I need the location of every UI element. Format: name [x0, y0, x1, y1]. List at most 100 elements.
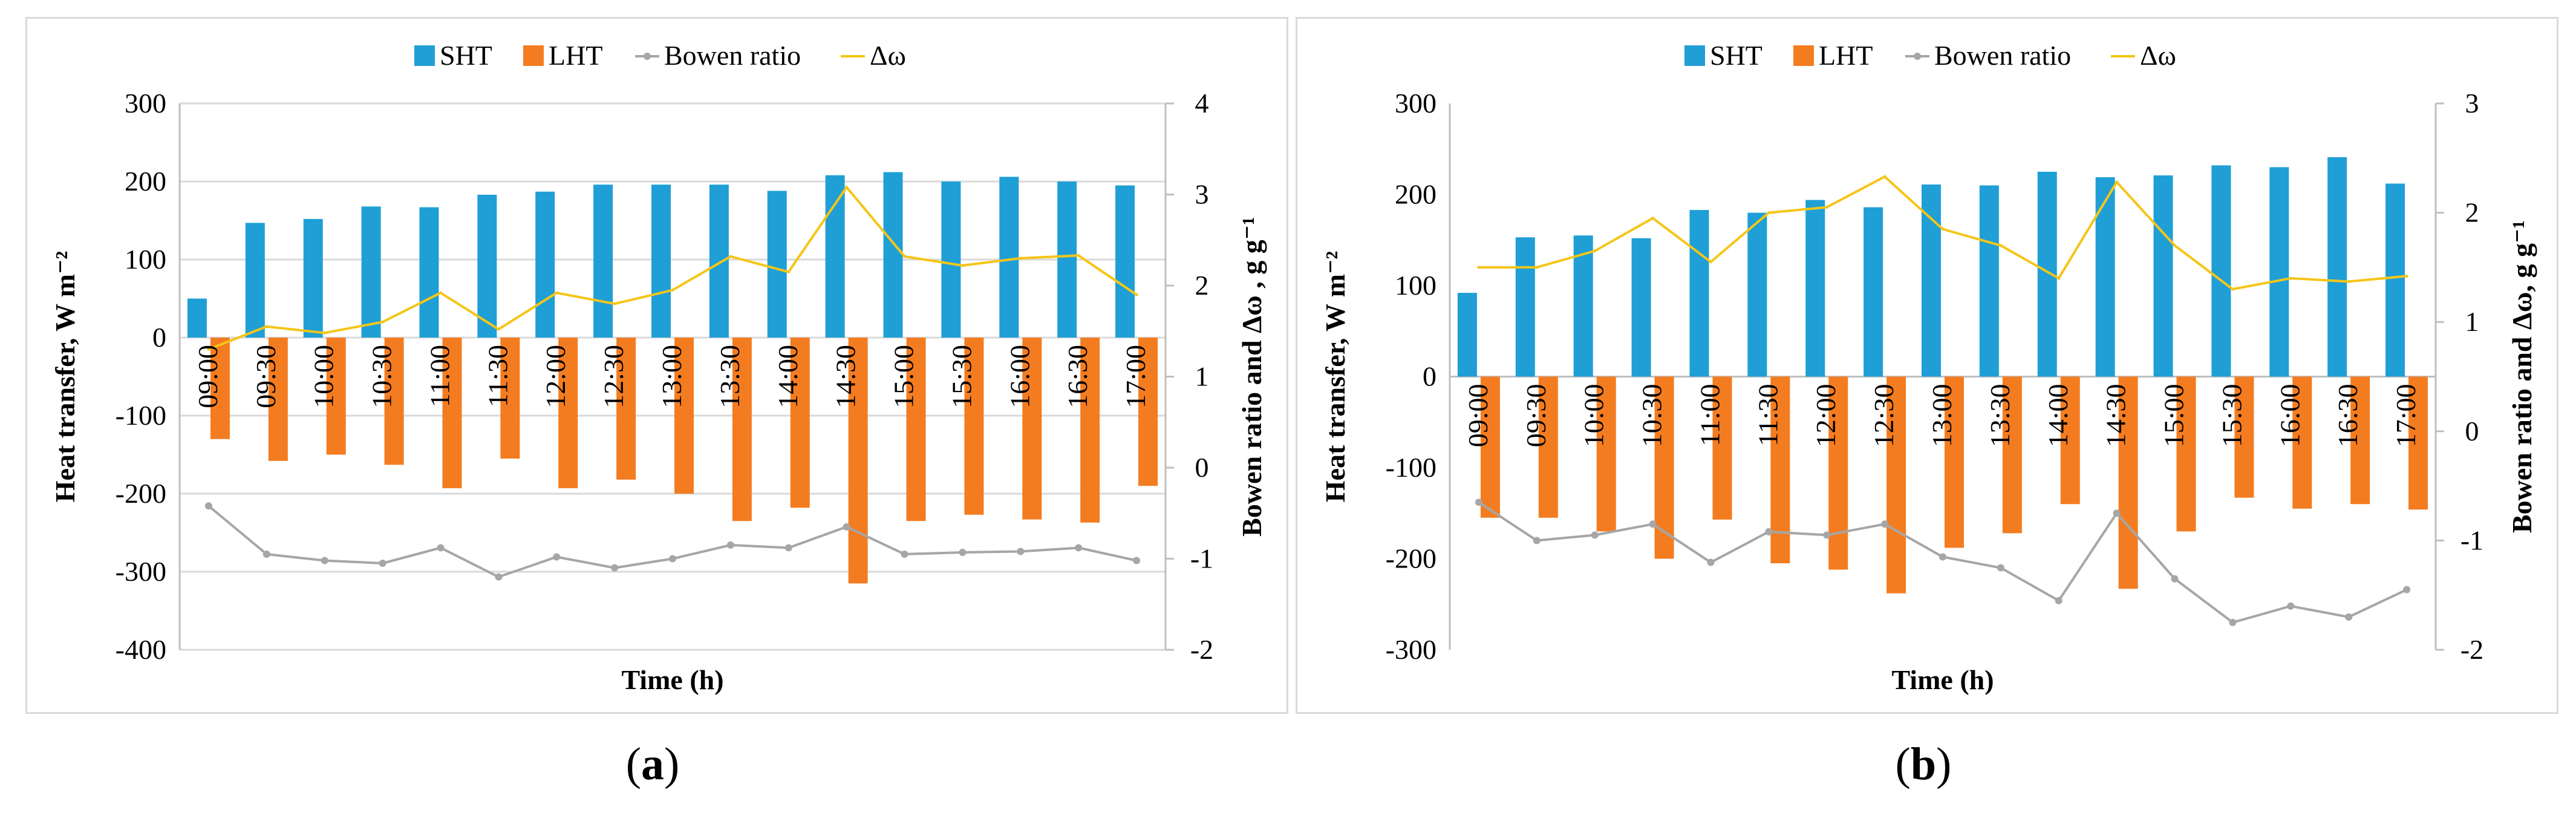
bowen-ratio-point: [1017, 548, 1025, 555]
delta-omega-point: [497, 327, 500, 331]
bowen-ratio-point: [2171, 575, 2179, 583]
sht-bar: [477, 194, 497, 338]
sht-bar: [2269, 167, 2289, 377]
lht-bar: [2292, 376, 2312, 509]
bowen-ratio-line: [207, 505, 1137, 578]
y2-tick-label: -2: [2460, 634, 2483, 665]
lht-bar: [1138, 338, 1158, 486]
x-axis-title: Time (h): [621, 664, 723, 695]
lht-bar: [442, 338, 462, 488]
lht-bar: [1828, 376, 1848, 570]
bowen-ratio-point: [901, 550, 908, 558]
lht-bar: [790, 338, 810, 508]
lht-bar: [1480, 376, 1500, 518]
x-tick-label: 14:00: [2043, 384, 2073, 448]
sht-bar: [2153, 175, 2173, 377]
bowen-ratio-point: [1591, 531, 1599, 539]
sht-bar: [825, 175, 845, 338]
x-tick-label: 12:00: [540, 345, 571, 408]
x-tick-label: 10:00: [308, 345, 339, 408]
y2-tick-label: 2: [1195, 270, 1209, 301]
sht-bar: [245, 223, 265, 338]
legend-lht-label: LHT: [549, 40, 602, 71]
x-tick-label: 10:30: [367, 345, 397, 408]
lht-bar: [1945, 376, 1964, 548]
y2-tick-label: -2: [1190, 634, 1213, 665]
y-tick-label: 0: [1423, 361, 1436, 392]
legend-bowen-marker: [1914, 53, 1921, 60]
legend-sht-label: SHT: [1710, 40, 1762, 71]
x-tick-label: 16:30: [1062, 345, 1093, 408]
x-tick-label: 13:30: [714, 345, 745, 408]
legend-domega-label: Δω: [2140, 40, 2176, 71]
bowen-ratio-point: [611, 564, 619, 572]
lht-bar: [1712, 376, 1732, 520]
bowen-ratio-point: [784, 544, 792, 552]
bowen-ratio-point: [1707, 558, 1715, 566]
caption-a-letter: a: [641, 739, 664, 790]
x-tick-label: 11:00: [1694, 384, 1725, 446]
delta-omega-point: [555, 291, 558, 295]
sht-bar: [1057, 182, 1077, 338]
bowen-ratio-point: [321, 557, 328, 564]
bowen-ratio-point: [1475, 499, 1482, 506]
sht-bar: [1689, 210, 1709, 377]
x-tick-label: 12:00: [1810, 384, 1841, 448]
delta-omega-point: [2347, 280, 2350, 283]
delta-omega-point: [1135, 293, 1138, 296]
chart-panel-a: 09:00 09:30 10:00 10:30 11:00 11:30 12:00 12:30…: [25, 17, 1288, 714]
x-tick-label: 15:30: [2216, 384, 2247, 448]
y-tick-label: 200: [1395, 179, 1436, 210]
delta-omega-point: [903, 255, 907, 258]
delta-omega-point: [2173, 244, 2177, 247]
lht-bar: [1596, 376, 1616, 532]
legend-sht-swatch: [414, 45, 435, 66]
sht-bar: [593, 185, 613, 338]
x-tick-label: 09:00: [192, 345, 223, 408]
caption-b-letter: b: [1910, 739, 1937, 790]
bowen-ratio-point: [959, 548, 967, 556]
y-tick-label: -100: [1386, 452, 1436, 483]
lht-bar: [2060, 376, 2080, 505]
delta-omega-point: [2405, 274, 2408, 278]
sht-bar: [2211, 165, 2231, 377]
delta-omega-point: [207, 347, 210, 351]
delta-omega-point: [1593, 249, 1597, 253]
chart-a: 09:00 09:30 10:00 10:30 11:00 11:30 12:00 12:30…: [50, 40, 1267, 695]
x-tick-label: 13:00: [1926, 384, 1957, 448]
chart-panel-b: 09:00 09:30 10:00 10:30 11:00 11:30 12:00 12:30…: [1296, 17, 2558, 714]
sht-bar: [1979, 185, 1999, 377]
y2-axis-title: Bowen ratio and Δω , g g⁻¹: [1236, 217, 1267, 537]
bowen-ratio-point: [669, 555, 676, 563]
lht-bar: [2350, 376, 2370, 505]
lht-bar: [906, 338, 926, 522]
y2-tick-label: -1: [1190, 543, 1213, 574]
bowen-ratio-point: [1997, 564, 2004, 572]
bowen-ratio-line: [1478, 501, 2407, 624]
lht-bar: [964, 338, 984, 515]
sht-bar: [1805, 200, 1825, 377]
lht-bar: [2408, 376, 2428, 510]
x-tick-label: 11:30: [1752, 384, 1783, 446]
y2-tick-label: 2: [2465, 197, 2479, 228]
y2-tick-label: -1: [2460, 525, 2483, 555]
y-tick-label: -100: [116, 400, 166, 431]
delta-omega-point: [1019, 257, 1022, 260]
y-axis-title: Heat transfer, W m⁻²: [1320, 251, 1351, 502]
x-tick-label: 11:00: [424, 345, 455, 407]
bowen-ratio-point: [1533, 537, 1541, 545]
x-tick-label: 11:30: [482, 345, 513, 407]
lht-bar: [1886, 376, 1906, 594]
delta-omega-point: [1535, 266, 1539, 269]
bowen-ratio-point: [726, 541, 734, 549]
sht-bar: [651, 185, 671, 338]
sht-bar: [361, 206, 381, 338]
bowen-ratio-point: [2345, 613, 2353, 621]
lht-bar: [848, 338, 868, 584]
delta-omega-point: [265, 325, 269, 329]
x-tick-label: 16:30: [2332, 384, 2363, 448]
delta-omega-point: [381, 320, 385, 324]
delta-omega-point: [787, 270, 791, 273]
y2-tick-label: 3: [1195, 179, 1209, 210]
delta-omega-point: [2289, 276, 2292, 280]
